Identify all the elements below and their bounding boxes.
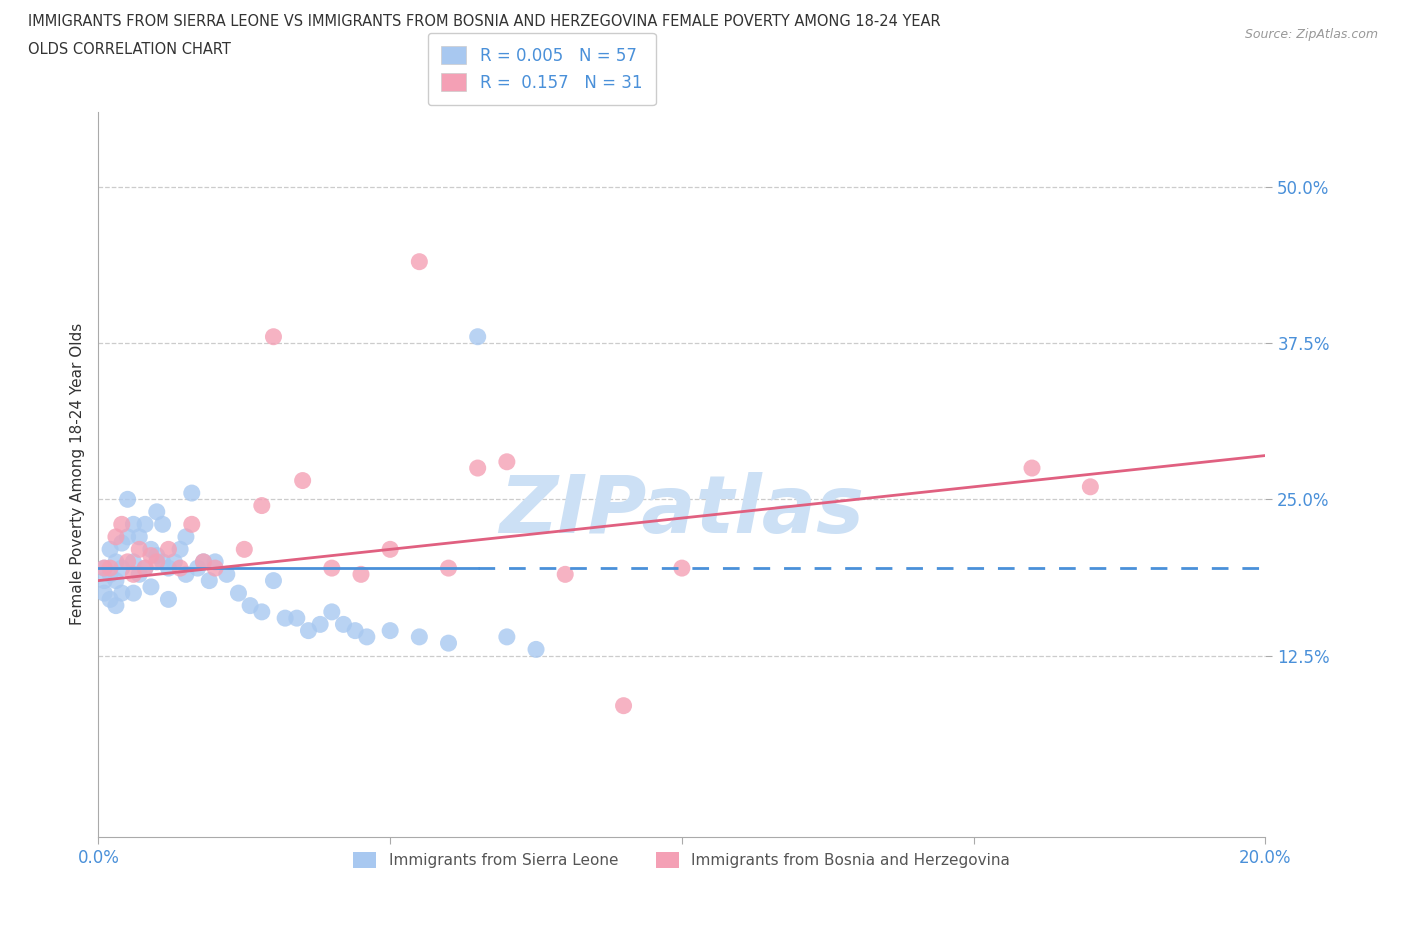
Point [239, 598, 262, 613]
Point [128, 542, 150, 557]
Point [134, 517, 156, 532]
Point [496, 455, 519, 470]
Point [332, 617, 354, 631]
Point [496, 630, 519, 644]
Point [408, 254, 430, 269]
Point [1080, 479, 1102, 494]
Point [1021, 460, 1043, 475]
Text: Source: ZipAtlas.com: Source: ZipAtlas.com [1244, 28, 1378, 41]
Point [285, 611, 308, 626]
Point [122, 586, 145, 601]
Point [198, 573, 221, 588]
Point [111, 586, 134, 601]
Point [291, 473, 314, 488]
Y-axis label: Female Poverty Among 18-24 Year Olds: Female Poverty Among 18-24 Year Olds [69, 324, 84, 626]
Point [117, 492, 139, 507]
Point [104, 529, 127, 544]
Point [139, 542, 162, 557]
Point [117, 554, 139, 569]
Point [134, 561, 156, 576]
Point [356, 630, 378, 644]
Point [163, 554, 186, 569]
Point [408, 630, 430, 644]
Point [146, 554, 169, 569]
Point [554, 567, 576, 582]
Point [152, 517, 174, 532]
Point [250, 604, 273, 619]
Point [134, 561, 156, 576]
Point [152, 554, 174, 569]
Point [157, 542, 180, 557]
Text: OLDS CORRELATION CHART: OLDS CORRELATION CHART [28, 42, 231, 57]
Point [262, 329, 284, 344]
Point [169, 542, 191, 557]
Point [524, 642, 547, 657]
Point [111, 517, 134, 532]
Point [274, 611, 297, 626]
Point [139, 548, 162, 563]
Point [350, 567, 373, 582]
Point [111, 536, 134, 551]
Point [98, 591, 121, 606]
Point [612, 698, 634, 713]
Point [104, 573, 127, 588]
Point [204, 554, 226, 569]
Point [233, 542, 256, 557]
Point [228, 586, 250, 601]
Point [344, 623, 367, 638]
Point [98, 567, 121, 582]
Point [122, 567, 145, 582]
Point [117, 529, 139, 544]
Point [93, 561, 115, 576]
Point [467, 329, 489, 344]
Text: ZIPatlas: ZIPatlas [499, 472, 865, 550]
Point [380, 542, 402, 557]
Point [98, 561, 121, 576]
Point [309, 617, 332, 631]
Point [104, 598, 127, 613]
Point [321, 604, 343, 619]
Point [380, 623, 402, 638]
Point [193, 554, 215, 569]
Point [297, 623, 319, 638]
Point [467, 460, 489, 475]
Point [111, 561, 134, 576]
Point [139, 579, 162, 594]
Point [169, 561, 191, 576]
Text: IMMIGRANTS FROM SIERRA LEONE VS IMMIGRANTS FROM BOSNIA AND HERZEGOVINA FEMALE PO: IMMIGRANTS FROM SIERRA LEONE VS IMMIGRAN… [28, 14, 941, 29]
Point [437, 561, 460, 576]
Point [122, 517, 145, 532]
Point [128, 567, 150, 582]
Point [187, 561, 209, 576]
Point [180, 485, 202, 500]
Point [180, 517, 202, 532]
Point [93, 573, 115, 588]
Point [157, 561, 180, 576]
Legend: Immigrants from Sierra Leone, Immigrants from Bosnia and Herzegovina: Immigrants from Sierra Leone, Immigrants… [342, 840, 1022, 880]
Point [250, 498, 273, 513]
Point [321, 561, 343, 576]
Point [174, 567, 197, 582]
Point [204, 561, 226, 576]
Point [122, 554, 145, 569]
Point [98, 542, 121, 557]
Point [128, 529, 150, 544]
Point [146, 548, 169, 563]
Point [174, 529, 197, 544]
Point [215, 567, 238, 582]
Point [262, 573, 284, 588]
Point [671, 561, 693, 576]
Point [146, 504, 169, 519]
Point [93, 561, 115, 576]
Point [437, 636, 460, 651]
Point [93, 586, 115, 601]
Point [157, 591, 180, 606]
Point [104, 554, 127, 569]
Point [193, 554, 215, 569]
